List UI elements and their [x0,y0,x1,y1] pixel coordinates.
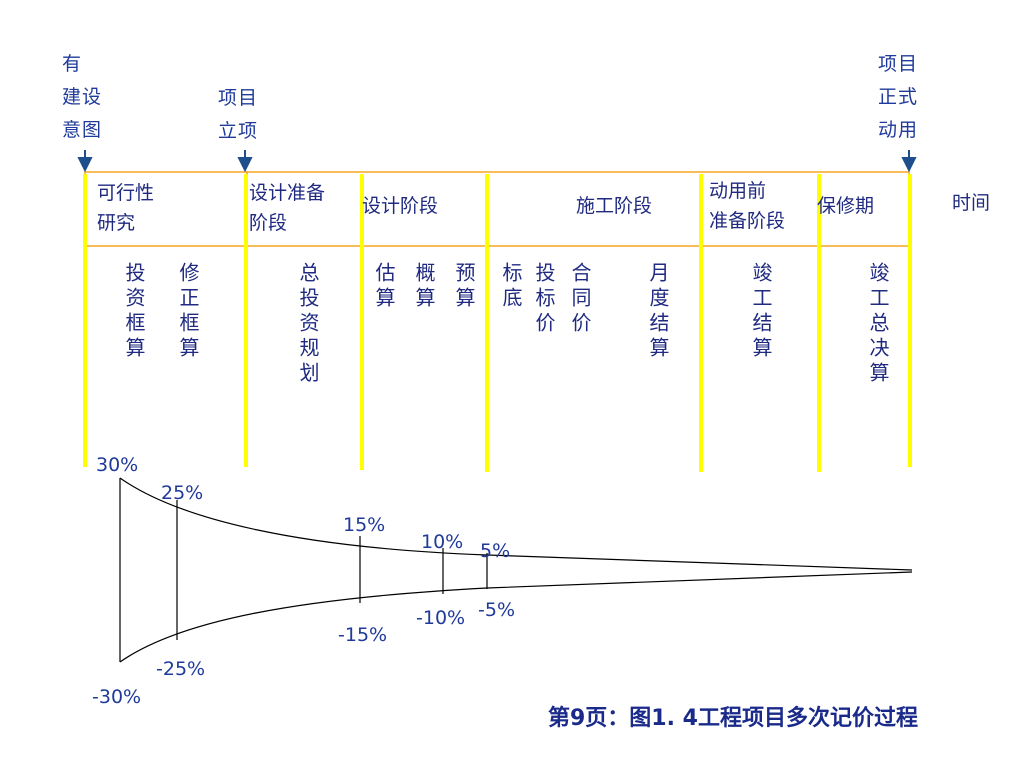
phase-design-prep: 设计准备 阶段 [249,178,325,238]
monthly-settlement: 月度结算 [646,262,670,362]
marker-line: 项目 [878,53,919,75]
accuracy-plus-15: 15% [343,514,386,536]
accuracy-minus-15: -15% [338,624,388,646]
accuracy-minus-5: -5% [478,599,515,621]
figure-caption: 第9页：图1. 4工程项目多次记价过程 [548,706,918,731]
bid-base: 标底 [499,262,523,312]
phase-line: 可行性 [97,182,155,204]
arrow-down-icon [77,157,93,173]
accuracy-plus-30: 30% [96,454,139,476]
phase-dividers [83,174,912,472]
bid-price: 投标价 [532,262,556,337]
phase-line: 阶段 [249,212,288,234]
marker-construction-intent: 有 建设 意图 [62,48,102,147]
phase-line: 设计准备 [249,182,326,204]
phase-pre-operation: 动用前 准备阶段 [709,176,785,236]
phase-feasibility: 可行性 研究 [97,178,154,238]
accuracy-plus-10: 10% [421,531,464,553]
phase-line: 研究 [97,212,136,234]
marker-line: 动用 [878,119,919,141]
estimate-rough: 估算 [372,262,396,312]
marker-line: 意图 [62,119,103,141]
final-account: 竣工总决算 [866,262,890,387]
accuracy-plus-25: 25% [161,482,204,504]
marker-line: 正式 [878,86,919,108]
accuracy-minus-30: -30% [92,686,142,708]
completion-settlement: 竣工结算 [749,262,773,362]
marker-line: 项目 [218,87,259,109]
accuracy-minus-25: -25% [156,658,206,680]
marker-project-approval: 项目 立项 [218,82,258,148]
time-label: 时间 [952,192,991,214]
estimate-budget: 预算 [452,262,476,312]
estimate-investment: 投资框算 [122,262,146,362]
arrow-down-icon [237,157,253,173]
accuracy-funnel [119,477,913,663]
phase-construction: 施工阶段 [576,195,653,217]
estimate-revised: 修正框算 [176,262,200,362]
marker-line: 立项 [218,120,259,142]
upper-curve [119,477,913,571]
accuracy-plus-5: 5% [480,540,511,562]
phase-design: 设计阶段 [362,195,439,217]
estimate-rough-budget: 概算 [412,262,436,312]
marker-line: 建设 [62,86,103,108]
arrow-down-icon [901,157,917,173]
phase-line: 动用前 [709,180,767,202]
marker-formal-operation: 项目 正式 动用 [878,48,918,147]
marker-line: 有 [62,53,83,75]
lower-curve [119,571,913,663]
contract-price: 合同价 [568,262,592,337]
phase-warranty: 保修期 [817,195,875,217]
phase-line: 准备阶段 [709,210,786,232]
accuracy-minus-10: -10% [416,607,466,629]
estimate-total-plan: 总投资规划 [296,262,320,387]
